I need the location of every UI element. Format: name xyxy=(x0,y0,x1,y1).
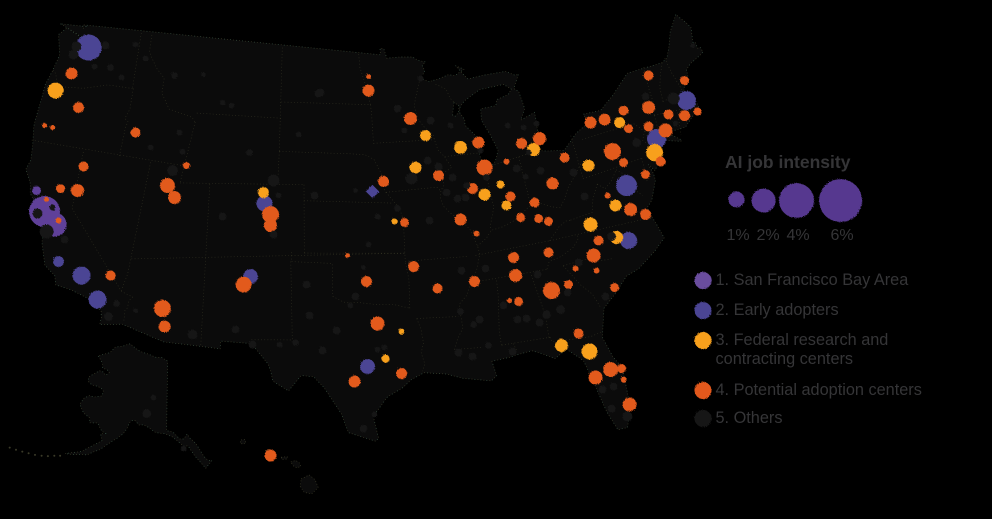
svg-text:6%: 6% xyxy=(830,227,853,244)
svg-text:3. Federal research and: 3. Federal research and xyxy=(716,331,889,349)
svg-text:4. Potential adoption centers: 4. Potential adoption centers xyxy=(716,381,922,399)
svg-text:2. Early adopters: 2. Early adopters xyxy=(716,301,839,319)
svg-text:2%: 2% xyxy=(756,227,779,244)
svg-text:contracting centers: contracting centers xyxy=(716,350,854,368)
svg-text:1. San Francisco Bay Area: 1. San Francisco Bay Area xyxy=(716,271,910,289)
svg-text:4%: 4% xyxy=(786,227,809,244)
svg-text:1%: 1% xyxy=(726,227,749,244)
svg-text:5. Others: 5. Others xyxy=(716,409,783,427)
svg-text:AI job intensity: AI job intensity xyxy=(725,152,851,172)
